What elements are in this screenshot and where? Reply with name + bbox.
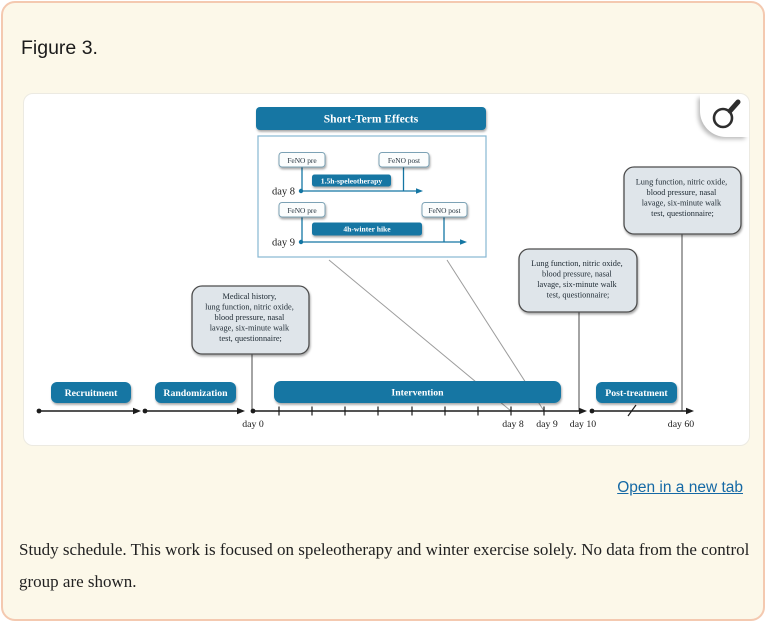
- randomization-box: [155, 382, 236, 403]
- post-treatment-label: Post-treatment: [605, 388, 668, 399]
- figure-label: Figure 3.: [21, 37, 98, 59]
- recruitment-label: Recruitment: [65, 388, 119, 399]
- figure-panel: Recruitment Randomization Intervention P…: [23, 93, 750, 446]
- day8-feno-post-label: FeNO post: [388, 156, 421, 165]
- day10-axis-label: day 10: [570, 419, 596, 430]
- day9-axis-label: day 9: [536, 419, 558, 430]
- recruitment-box: [51, 382, 131, 403]
- speleotherapy-label: 1.5h-speleotherapy: [321, 176, 383, 185]
- figure-image: Recruitment Randomization Intervention P…: [36, 107, 742, 430]
- day8-axis-label: day 8: [502, 419, 524, 430]
- day60-axis-label: day 60: [668, 419, 694, 430]
- short-term-header-label: Short-Term Effects: [324, 114, 419, 126]
- day9-row-label: day 9: [272, 238, 295, 249]
- day8-feno-pre-box: [278, 152, 326, 168]
- day0-label: day 0: [242, 419, 264, 430]
- post-treatment-box: [596, 382, 677, 403]
- day9-feno-post-label: FeNO post: [428, 206, 461, 215]
- figure-caption: Study schedule. This work is focused on …: [19, 540, 750, 591]
- intervention-box: [274, 381, 561, 403]
- callout-day10: Lung function, nitric oxide, blood press…: [518, 248, 638, 313]
- figure-zoom-button[interactable]: [700, 94, 749, 137]
- callout-day60-text: Lung function, nitric oxide, blood press…: [636, 178, 730, 219]
- timeline-break: [627, 404, 637, 417]
- phase-boxes: Recruitment Randomization Intervention P…: [51, 381, 677, 403]
- randomization-label: Randomization: [163, 388, 228, 399]
- callout-day0: Medical history, lung function, nitric o…: [191, 285, 310, 355]
- day9-feno-post-box: [421, 202, 468, 218]
- day9-feno-pre-box: [278, 202, 326, 218]
- day-ticks: [278, 406, 545, 416]
- short-term-effects-group: Short-Term Effects FeNO pre FeNO post 1.…: [256, 107, 487, 258]
- day8-row-label: day 8: [272, 187, 295, 198]
- callout-day60: Lung function, nitric oxide, blood press…: [623, 166, 742, 235]
- callout-day10-text: Lung function, nitric oxide, blood press…: [531, 259, 625, 300]
- day8-feno-post-box: [378, 152, 430, 168]
- winter-hike-label: 4h-winter hike: [343, 225, 391, 234]
- day9-feno-pre-label: FeNO pre: [287, 206, 317, 215]
- short-term-header-box: [256, 107, 486, 130]
- magnifier-icon: [712, 99, 741, 129]
- speleotherapy-bar: [312, 174, 391, 187]
- callout-connectors: [251, 234, 683, 411]
- axis-day-labels: day 0 day 8 day 9 day 10 day 60: [242, 419, 694, 430]
- callout-day0-text: Medical history, lung function, nitric o…: [205, 292, 296, 343]
- day8-feno-pre-label: FeNO pre: [287, 156, 317, 165]
- open-in-new-tab-link[interactable]: Open in a new tab: [617, 479, 743, 496]
- main-timeline: [36, 404, 694, 417]
- intervention-label: Intervention: [391, 388, 444, 399]
- winter-hike-bar: [312, 222, 422, 236]
